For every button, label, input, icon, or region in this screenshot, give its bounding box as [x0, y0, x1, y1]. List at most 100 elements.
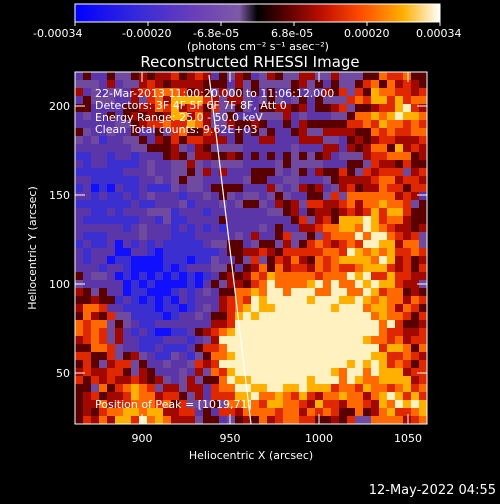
- heatmap-cell: [219, 272, 228, 281]
- heatmap-cell: [275, 120, 284, 129]
- heatmap-cell: [171, 176, 180, 185]
- heatmap-cell: [419, 320, 427, 329]
- heatmap-cell: [139, 280, 148, 289]
- heatmap-cell: [291, 312, 300, 321]
- heatmap-cell: [291, 296, 300, 305]
- heatmap-cell: [387, 176, 396, 185]
- heatmap-cell: [203, 328, 212, 337]
- heatmap-cell: [411, 320, 420, 329]
- heatmap-cell: [403, 304, 412, 313]
- heatmap-cell: [291, 280, 300, 289]
- heatmap-cell: [283, 168, 292, 177]
- heatmap-cell: [419, 288, 427, 297]
- heatmap-cell: [187, 136, 196, 145]
- heatmap-cell: [291, 320, 300, 329]
- heatmap-cell: [139, 400, 148, 409]
- heatmap-cell: [275, 88, 284, 97]
- heatmap-cell: [147, 392, 156, 401]
- heatmap-cell: [91, 360, 100, 369]
- heatmap-cell: [411, 312, 420, 321]
- heatmap-cell: [275, 336, 284, 345]
- heatmap-cell: [75, 104, 84, 113]
- heatmap-cell: [323, 144, 332, 153]
- heatmap-cell: [315, 288, 324, 297]
- heatmap-cell: [275, 160, 284, 169]
- heatmap-cell: [371, 120, 380, 129]
- heatmap-cell: [299, 256, 308, 265]
- heatmap-cell: [131, 232, 140, 241]
- heatmap-cell: [163, 120, 172, 129]
- heatmap-cell: [315, 408, 324, 417]
- heatmap-cell: [211, 304, 220, 313]
- heatmap-cell: [83, 296, 92, 305]
- y-tick-label: 50: [56, 367, 70, 380]
- heatmap-cell: [155, 88, 164, 97]
- heatmap-cell: [83, 136, 92, 145]
- heatmap-cell: [235, 152, 244, 161]
- heatmap-cell: [283, 192, 292, 201]
- heatmap-cell: [259, 392, 268, 401]
- heatmap-cell: [107, 280, 116, 289]
- heatmap-cell: [339, 80, 348, 89]
- heatmap-cell: [99, 296, 108, 305]
- heatmap-cell: [179, 184, 188, 193]
- heatmap-cell: [219, 232, 228, 241]
- heatmap-cell: [259, 96, 268, 105]
- heatmap-cell: [147, 296, 156, 305]
- heatmap-cell: [203, 240, 212, 249]
- heatmap-cell: [123, 344, 132, 353]
- heatmap-cell: [163, 184, 172, 193]
- heatmap-cell: [395, 88, 404, 97]
- heatmap-cell: [331, 192, 340, 201]
- heatmap-cell: [147, 88, 156, 97]
- heatmap-cell: [163, 200, 172, 209]
- heatmap-cell: [155, 248, 164, 257]
- heatmap-cell: [267, 360, 276, 369]
- heatmap-cell: [331, 96, 340, 105]
- heatmap-cell: [419, 152, 427, 161]
- heatmap-cell: [403, 360, 412, 369]
- heatmap-cell: [363, 360, 372, 369]
- heatmap-cell: [179, 104, 188, 113]
- heatmap-cell: [379, 192, 388, 201]
- heatmap-cell: [187, 312, 196, 321]
- heatmap-cell: [347, 112, 356, 121]
- heatmap-cell: [179, 88, 188, 97]
- heatmap-cell: [411, 328, 420, 337]
- heatmap-cell: [323, 136, 332, 145]
- heatmap-cell: [419, 144, 427, 153]
- heatmap-cell: [227, 368, 236, 377]
- heatmap-cell: [179, 232, 188, 241]
- heatmap-cell: [411, 304, 420, 313]
- heatmap-cell: [259, 80, 268, 89]
- heatmap-cell: [371, 248, 380, 257]
- heatmap-cell: [227, 128, 236, 137]
- heatmap-cell: [307, 152, 316, 161]
- heatmap-cell: [147, 288, 156, 297]
- heatmap-cell: [315, 248, 324, 257]
- heatmap-cell: [251, 72, 260, 81]
- heatmap-cell: [363, 176, 372, 185]
- heatmap-cell: [347, 344, 356, 353]
- heatmap-cell: [419, 344, 427, 353]
- heatmap-cell: [227, 200, 236, 209]
- heatmap-cell: [331, 88, 340, 97]
- heatmap-cell: [227, 352, 236, 361]
- heatmap-cell: [83, 400, 92, 409]
- heatmap-cell: [395, 232, 404, 241]
- heatmap-cell: [363, 264, 372, 273]
- heatmap-cell: [235, 360, 244, 369]
- heatmap-cell: [171, 112, 180, 121]
- heatmap-cell: [251, 208, 260, 217]
- heatmap-cell: [411, 88, 420, 97]
- heatmap-cell: [411, 256, 420, 265]
- colorbar-ticks: [74, 22, 441, 26]
- heatmap-cell: [331, 232, 340, 241]
- heatmap-cell: [291, 256, 300, 265]
- x-tick-label: 1000: [305, 432, 333, 445]
- heatmap-cell: [227, 104, 236, 113]
- heatmap-cell: [347, 120, 356, 129]
- heatmap-cell: [243, 120, 252, 129]
- heatmap-cell: [139, 328, 148, 337]
- heatmap-cell: [171, 256, 180, 265]
